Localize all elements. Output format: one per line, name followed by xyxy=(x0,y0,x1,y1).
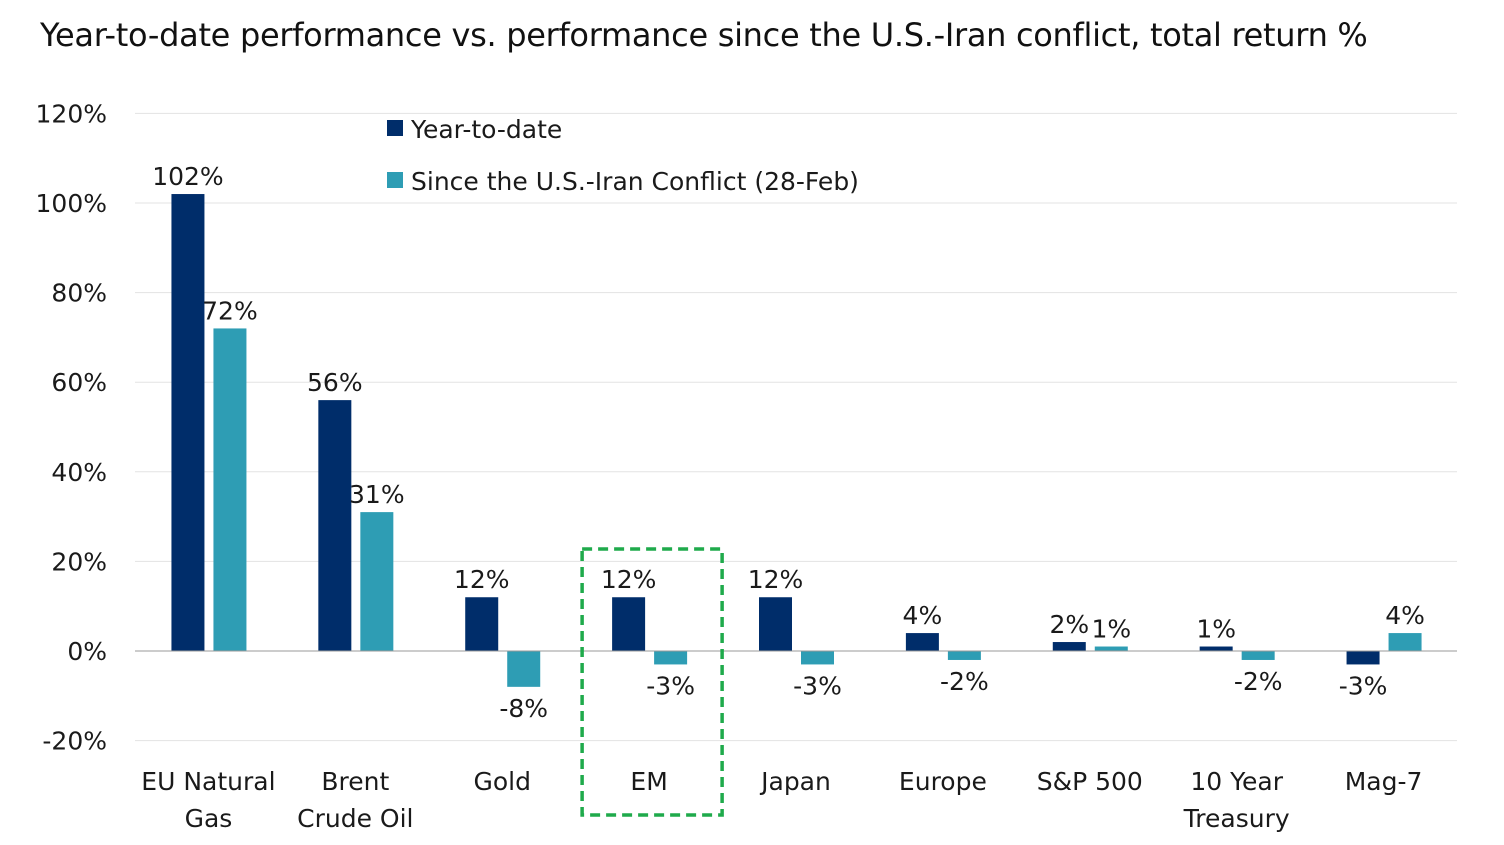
y-tick-label: 100% xyxy=(36,189,107,218)
bar-ytd xyxy=(1199,646,1233,651)
legend-swatch xyxy=(387,120,403,136)
data-label: 56% xyxy=(307,368,363,397)
bar-ytd xyxy=(171,194,205,652)
legend-swatch xyxy=(387,172,403,188)
data-label: -8% xyxy=(499,694,548,723)
x-tick-label: S&P 500 xyxy=(1037,767,1143,796)
data-label: 4% xyxy=(1385,601,1425,630)
x-tick-label: EU Natural xyxy=(141,767,275,796)
legend-label: Since the U.S.-Iran Conflict (28-Feb) xyxy=(411,167,859,196)
data-label: 72% xyxy=(202,296,258,325)
bar-ytd xyxy=(1346,651,1380,665)
x-tick-label: Gas xyxy=(185,804,233,833)
x-tick-label: EM xyxy=(630,767,667,796)
y-tick-label: 20% xyxy=(51,547,107,576)
x-tick-label: Crude Oil xyxy=(297,804,413,833)
highlight-box xyxy=(580,547,724,817)
bar-ytd xyxy=(905,633,939,651)
legend-label: Year-to-date xyxy=(410,115,562,144)
bar-ytd xyxy=(318,400,352,651)
data-label: 31% xyxy=(349,480,405,509)
data-label: 2% xyxy=(1049,610,1089,639)
x-tick-label: Europe xyxy=(899,767,987,796)
chart-title: Year-to-date performance vs. performance… xyxy=(40,16,1368,54)
data-label: 4% xyxy=(903,601,943,630)
data-label: 12% xyxy=(748,565,804,594)
bar-ytd xyxy=(759,597,792,651)
data-label: 1% xyxy=(1091,615,1131,644)
x-tick-label: Gold xyxy=(473,767,530,796)
bar-since-conflict xyxy=(801,651,834,665)
data-label: -2% xyxy=(1234,667,1283,696)
data-label: 12% xyxy=(601,565,657,594)
x-tick-label: Brent xyxy=(321,767,389,796)
bar-since-conflict xyxy=(360,512,394,651)
bar-since-conflict xyxy=(654,651,688,665)
bar-ytd xyxy=(612,597,646,651)
data-label: -2% xyxy=(940,667,989,696)
data-label: 102% xyxy=(152,162,223,191)
y-tick-label: 60% xyxy=(51,368,107,397)
bar-since-conflict xyxy=(947,651,981,660)
data-label: 12% xyxy=(454,565,510,594)
y-tick-label: 0% xyxy=(67,637,107,666)
bar-ytd xyxy=(465,597,499,651)
bar-since-conflict xyxy=(1388,633,1422,651)
x-tick-label: Mag-7 xyxy=(1345,767,1423,796)
bar-since-conflict xyxy=(507,651,541,687)
data-label: -3% xyxy=(1339,671,1388,700)
bar-ytd xyxy=(1052,642,1086,651)
y-tick-label: 80% xyxy=(51,279,107,308)
bar-since-conflict xyxy=(1241,651,1275,660)
y-tick-label: 40% xyxy=(51,458,107,487)
x-tick-label: 10 Year xyxy=(1190,767,1283,796)
x-tick-label: Japan xyxy=(759,767,831,796)
bar-since-conflict xyxy=(213,328,247,651)
data-label: 1% xyxy=(1196,615,1236,644)
x-tick-label: Treasury xyxy=(1183,804,1290,833)
y-tick-label: -20% xyxy=(42,727,107,756)
data-label: -3% xyxy=(793,671,842,700)
bar-since-conflict xyxy=(1094,646,1128,651)
y-tick-label: 120% xyxy=(36,99,107,128)
data-label: -3% xyxy=(646,671,695,700)
